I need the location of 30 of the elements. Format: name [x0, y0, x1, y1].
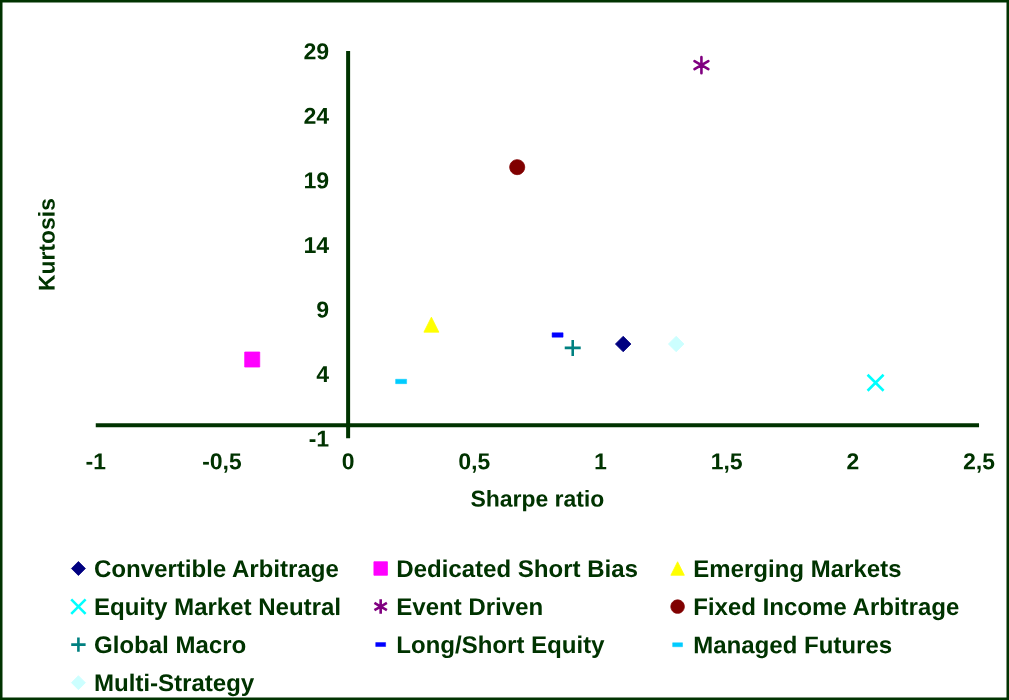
- y-tick-label: 29: [304, 43, 329, 60]
- legend-label: Multi-Strategy: [95, 673, 255, 697]
- x-tick-label: 2,5: [963, 453, 995, 473]
- x-tick-label: 0,5: [459, 453, 490, 473]
- legend-label: Dedicated Short Bias: [397, 559, 637, 578]
- y-tick-label: -1: [309, 430, 329, 447]
- x-tick-label: 1: [595, 453, 607, 470]
- y-axis-title: Kurtosis: [38, 199, 55, 290]
- legend-label: Equity Market Neutral: [95, 597, 340, 621]
- x-tick-label: 2: [847, 453, 859, 470]
- legend-label: Event Driven: [397, 597, 542, 616]
- y-tick-label: 24: [304, 107, 329, 124]
- x-tick-label: -0,5: [203, 453, 242, 473]
- legend-label: Convertible Arbitrage: [95, 559, 338, 582]
- point: [866, 373, 885, 393]
- x-tick-label: -1: [86, 453, 106, 470]
- point: [693, 55, 710, 75]
- legend-label: Global Macro: [95, 635, 246, 654]
- legend-label: Fixed Income Arbitrage: [694, 597, 959, 621]
- x-axis-title: Sharpe ratio: [471, 489, 604, 512]
- y-tick-label: 14: [305, 237, 329, 253]
- y-tick-label: 4: [316, 366, 329, 383]
- x-tick-label: 1,5: [712, 453, 742, 473]
- x-tick-label: 0: [342, 453, 354, 470]
- legend-label: Long/Short Equity: [397, 635, 605, 659]
- legend-label: Emerging Markets: [694, 559, 901, 582]
- point: [563, 338, 583, 358]
- y-tick-label: 9: [317, 301, 329, 318]
- y-tick-label: 19: [305, 172, 329, 189]
- legend-label: Managed Futures: [694, 635, 892, 659]
